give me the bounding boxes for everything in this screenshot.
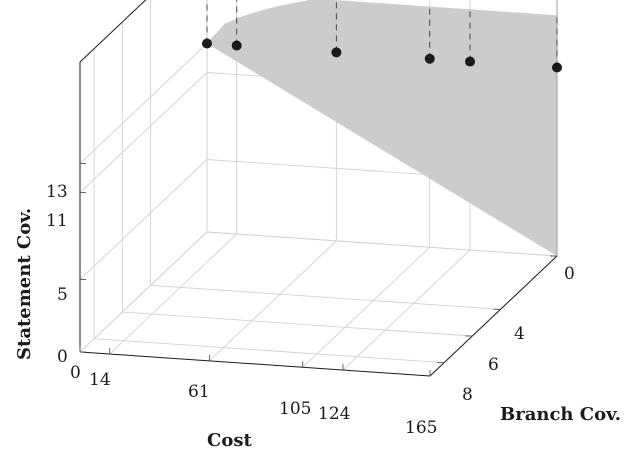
data-point (552, 62, 562, 73)
x-tick-label: 124 (318, 404, 350, 424)
y-tick-label: 4 (514, 324, 525, 344)
floor-gridline (150, 284, 501, 310)
floor-gridline (342, 249, 471, 371)
data-point (465, 56, 476, 67)
floor-gridline (209, 240, 337, 362)
x-tick-label: 105 (279, 399, 311, 419)
z-tick-label: 13 (46, 182, 68, 202)
floor-gridline (109, 233, 238, 355)
y-tick-label: 8 (462, 385, 473, 405)
x-tick-label: 0 (70, 363, 81, 383)
x-tick-label: 61 (188, 382, 210, 402)
y-tick-label: 6 (488, 355, 499, 375)
axis-edge-top (79, 0, 147, 63)
left-wall-gridline (79, 231, 208, 353)
z-axis-title: Statement Cov. (14, 208, 35, 360)
z-tick-label: 0 (57, 347, 68, 367)
floor-gridline (122, 311, 473, 337)
x-axis-title: Cost (207, 430, 252, 451)
left-wall-gridline (79, 159, 208, 280)
floor-gridline (302, 246, 431, 368)
data-point (202, 38, 212, 49)
left-wall-gridline (79, 43, 208, 164)
data-point (331, 47, 342, 58)
z-tick-label: 11 (46, 211, 68, 231)
y-tick-label: 0 (564, 264, 575, 284)
data-point (424, 53, 435, 64)
data-point (231, 40, 242, 51)
z-tick-label: 5 (57, 285, 68, 305)
left-wall-gridline (79, 72, 208, 193)
back-wall-gridline (206, 231, 558, 257)
axis-edge-x (79, 351, 431, 377)
floor-gridline (94, 338, 445, 364)
y-axis-title: Branch Cov. (500, 404, 621, 425)
x-tick-label: 14 (89, 370, 111, 390)
surface-area (207, 0, 557, 256)
x-tick-label: 165 (405, 418, 437, 438)
axis-edge-y (429, 255, 558, 377)
